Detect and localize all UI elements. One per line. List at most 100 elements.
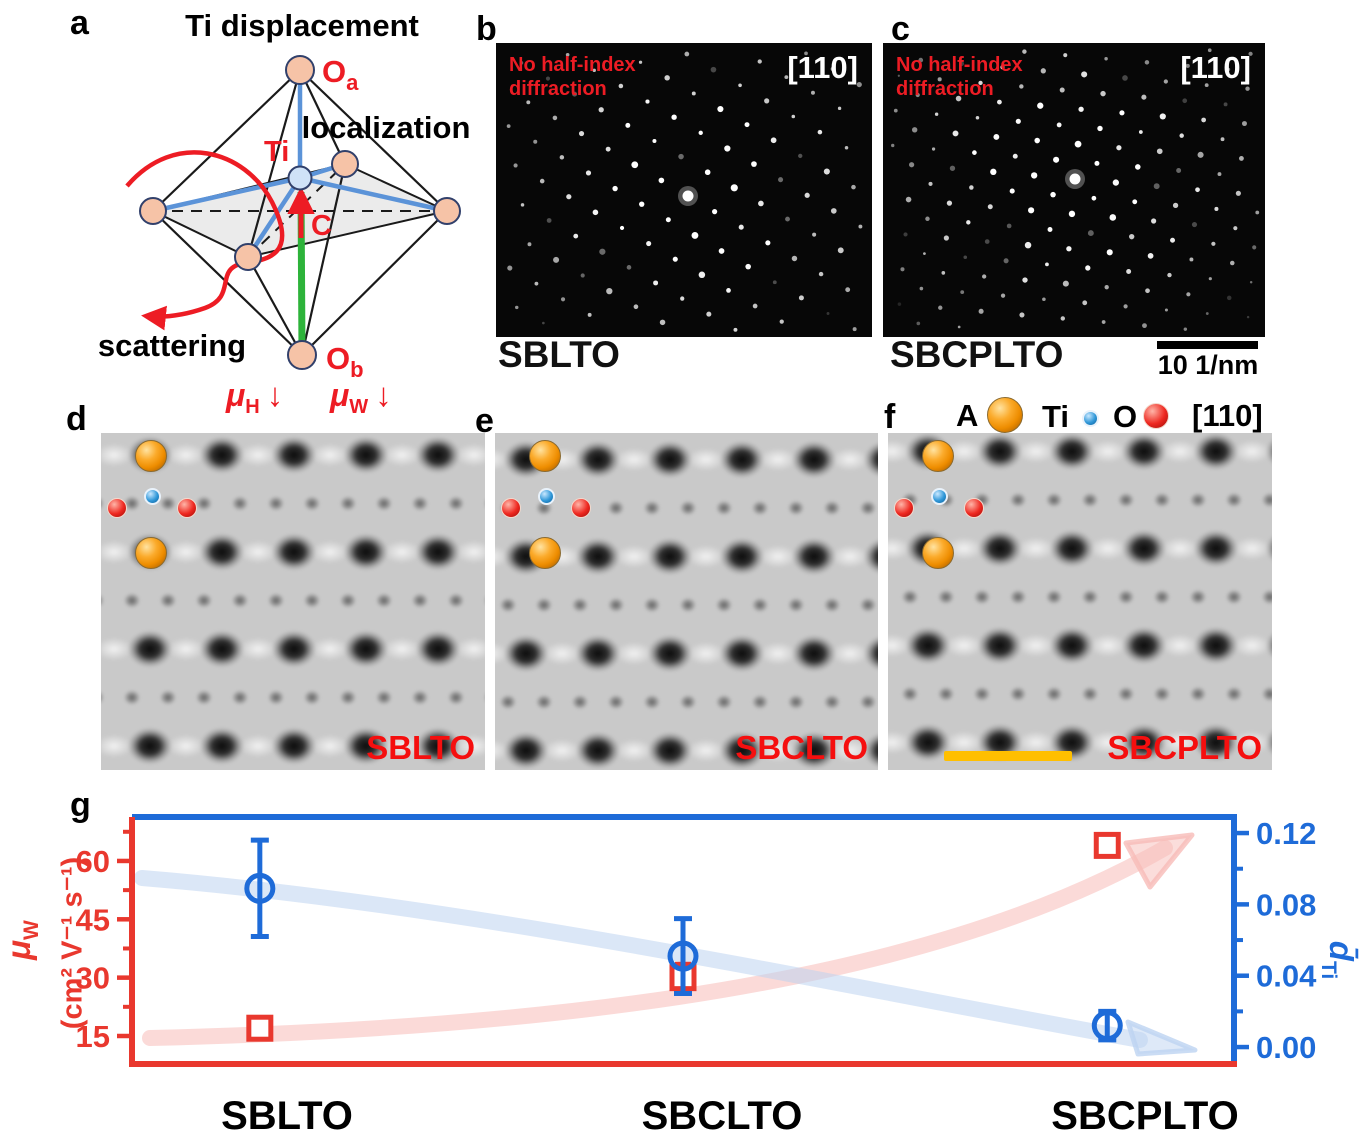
ti-overlay xyxy=(538,488,555,505)
diffraction-spot xyxy=(717,105,724,113)
diffraction-spot xyxy=(578,130,585,137)
diffraction-spot xyxy=(698,271,706,279)
atom-o-front xyxy=(234,243,262,271)
diffraction-spot xyxy=(812,232,817,237)
diffraction-spot xyxy=(1195,187,1200,193)
diffraction-spot xyxy=(1191,222,1198,228)
diffraction-spot xyxy=(724,145,731,152)
diffraction-spot xyxy=(520,203,525,207)
diffraction-spot xyxy=(678,153,684,160)
diffraction-spot xyxy=(1145,288,1150,294)
diffraction-spot xyxy=(1156,148,1163,155)
diffraction-spot xyxy=(606,287,613,295)
diffraction-spot xyxy=(972,150,977,155)
diffraction-spot xyxy=(1235,190,1241,196)
diffraction-spot xyxy=(552,115,558,121)
diffraction-spot xyxy=(851,184,856,190)
diffraction-spot xyxy=(916,321,921,326)
diffraction-spot xyxy=(1245,86,1250,91)
diffraction-spot xyxy=(573,233,579,239)
diffraction-spot xyxy=(585,170,592,176)
diffraction-panel-b: No half-index diffraction [110] xyxy=(496,43,872,337)
diffraction-spot xyxy=(978,308,984,314)
diffraction-spot xyxy=(652,138,657,143)
diffraction-spot xyxy=(664,75,670,81)
panel-letter-a: a xyxy=(70,4,89,42)
ti-displacement-title: Ti displacement xyxy=(185,8,419,43)
right-tick-label: 0.12 xyxy=(1256,816,1316,851)
diffraction-spot xyxy=(1040,68,1046,74)
diffraction-spot xyxy=(1104,285,1109,290)
stem-panel-e: SBCLTO xyxy=(495,433,878,770)
diffraction-spot xyxy=(1059,87,1065,93)
atom-o-left xyxy=(139,197,167,225)
diffraction-spot xyxy=(1186,292,1191,297)
diffraction-spot xyxy=(919,286,924,291)
o-overlay-right xyxy=(964,498,984,518)
diffraction-spot xyxy=(943,235,949,241)
diffraction-spot xyxy=(955,95,962,102)
mu-h-subscript: H xyxy=(245,396,260,418)
diffraction-spot xyxy=(738,83,742,88)
displacement-trend-arrow xyxy=(134,870,1148,1048)
stem-image xyxy=(495,433,878,770)
diffraction-spot xyxy=(1163,79,1168,84)
diffraction-spot xyxy=(565,52,570,57)
a-site-overlay xyxy=(529,537,561,569)
diffraction-spot xyxy=(978,80,983,86)
diffraction-spot xyxy=(946,200,953,206)
down-arrow-icon: ↓ xyxy=(375,376,392,413)
diffraction-spot xyxy=(631,161,639,169)
diffraction-spot xyxy=(1248,51,1253,56)
diffraction-spot xyxy=(691,231,699,239)
localization-label: localization xyxy=(302,110,470,145)
o-sphere-icon xyxy=(1143,403,1169,429)
diffraction-spot xyxy=(1050,191,1056,198)
diffraction-spot xyxy=(1211,241,1216,246)
diffraction-spot xyxy=(633,304,639,310)
diffraction-spot xyxy=(770,137,777,144)
diffraction-spot xyxy=(1047,227,1053,232)
diffraction-spot xyxy=(1227,67,1231,72)
stem-scale-bar xyxy=(944,751,1072,761)
stem-panel-f: SBCPLTO xyxy=(888,433,1272,770)
ti-overlay xyxy=(144,488,161,505)
data-point-circle-SBCLTO xyxy=(667,940,699,972)
diffraction-spot xyxy=(1006,223,1012,229)
diffraction-spot xyxy=(925,216,930,222)
diffraction-spot xyxy=(1037,102,1044,109)
note-line2: diffraction xyxy=(509,78,607,100)
diffraction-spot xyxy=(1164,308,1168,312)
diffraction-spot xyxy=(592,68,596,73)
diffraction-spot xyxy=(1009,188,1015,194)
diffraction-spot xyxy=(1053,156,1060,163)
octahedron-diagram: Ti displacement localization scattering … xyxy=(98,8,470,382)
diffraction-spot xyxy=(1220,137,1225,142)
diffraction-spot xyxy=(928,181,933,186)
a-site-overlay xyxy=(135,440,167,472)
diffraction-panel-c: No half-index diffraction [110] xyxy=(883,43,1265,337)
zone-axis-label: [110] xyxy=(787,50,858,85)
diffraction-spot xyxy=(1116,145,1122,151)
diffraction-spot xyxy=(990,168,997,176)
diffraction-spot xyxy=(710,66,717,73)
diffraction-spot xyxy=(923,252,926,256)
diffraction-scale-bar xyxy=(1157,341,1258,349)
legend-o-label: O xyxy=(1113,399,1138,434)
diffraction-spot xyxy=(626,265,632,270)
diffraction-spot xyxy=(1122,75,1128,81)
diffraction-spot xyxy=(1066,246,1072,252)
diffraction-spot xyxy=(1214,206,1219,211)
ti-overlay xyxy=(931,488,948,505)
diffraction-spot xyxy=(1153,183,1160,190)
diffraction-spot xyxy=(645,99,650,104)
diffraction-spot xyxy=(619,225,625,231)
diffraction-spot xyxy=(553,256,560,263)
displacement-arrowhead xyxy=(1125,1019,1198,1057)
diffraction-spot xyxy=(751,161,757,167)
diffraction-spot xyxy=(1091,195,1097,201)
diffraction-spot xyxy=(1074,140,1082,148)
diffraction-spot xyxy=(858,224,863,229)
stem-label-sblto: SBLTO xyxy=(366,729,475,766)
diffraction-spot xyxy=(938,305,943,310)
